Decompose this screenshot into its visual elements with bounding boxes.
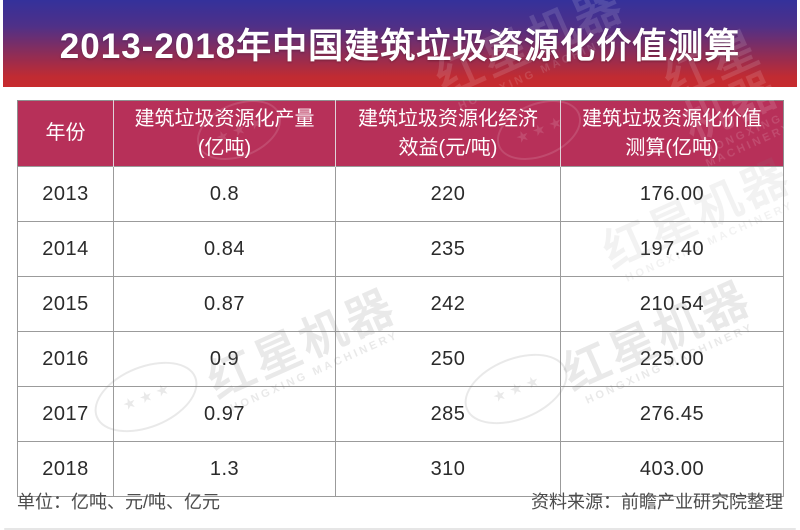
value-cell: 210.54 <box>560 276 784 332</box>
year-cell: 2017 <box>17 386 114 442</box>
table-container: 年份 建筑垃圾资源化产量 (亿吨) 建筑垃圾资源化经济 效益(元/吨) 建筑垃圾… <box>17 100 784 497</box>
value-cell: 403.00 <box>560 441 784 497</box>
value-cell: 276.45 <box>560 386 784 442</box>
table-row: 2016 0.9 250 225.00 <box>17 331 784 387</box>
column-header-year: 年份 <box>17 100 114 167</box>
value-cell: 197.40 <box>560 221 784 277</box>
value-cell: 285 <box>335 386 561 442</box>
table-row: 2014 0.84 235 197.40 <box>17 221 784 277</box>
table-row: 2017 0.97 285 276.45 <box>17 386 784 442</box>
data-table: 年份 建筑垃圾资源化产量 (亿吨) 建筑垃圾资源化经济 效益(元/吨) 建筑垃圾… <box>17 100 784 497</box>
value-cell: 242 <box>335 276 561 332</box>
table-row: 2015 0.87 242 210.54 <box>17 276 784 332</box>
value-cell: 176.00 <box>560 166 784 222</box>
footer: 单位：亿吨、元/吨、亿元 资料来源：前瞻产业研究院整理 <box>17 488 783 514</box>
value-cell: 0.87 <box>113 276 336 332</box>
value-cell: 220 <box>335 166 561 222</box>
value-cell: 0.97 <box>113 386 336 442</box>
table-body: 2013 0.8 220 176.00 2014 0.84 235 197.40 2015 0.8… <box>17 166 784 497</box>
page-title: 2013-2018年中国建筑垃圾资源化价值测算 <box>59 27 741 66</box>
title-banner: 2013-2018年中国建筑垃圾资源化价值测算 红星机器 HONGXING MA… <box>3 0 797 170</box>
value-cell: 0.84 <box>113 221 336 277</box>
value-cell: 250 <box>335 331 561 387</box>
year-cell: 2016 <box>17 331 114 387</box>
value-cell: 235 <box>335 221 561 277</box>
column-header-value: 建筑垃圾资源化价值 测算(亿吨) <box>560 100 784 167</box>
table-header-row: 年份 建筑垃圾资源化产量 (亿吨) 建筑垃圾资源化经济 效益(元/吨) 建筑垃圾… <box>17 100 784 167</box>
year-cell: 2013 <box>17 166 114 222</box>
footer-units: 单位：亿吨、元/吨、亿元 <box>17 492 220 512</box>
footer-source: 资料来源：前瞻产业研究院整理 <box>531 492 783 512</box>
value-cell: 0.9 <box>113 331 336 387</box>
table-row: 2018 1.3 310 403.00 <box>17 441 784 497</box>
value-cell: 0.8 <box>113 166 336 222</box>
bottom-edge-divider <box>4 528 796 530</box>
value-cell: 225.00 <box>560 331 784 387</box>
year-cell: 2014 <box>17 221 114 277</box>
column-header-output: 建筑垃圾资源化产量 (亿吨) <box>113 100 336 167</box>
year-cell: 2018 <box>17 441 114 497</box>
year-cell: 2015 <box>17 276 114 332</box>
column-header-benefit: 建筑垃圾资源化经济 效益(元/吨) <box>335 100 561 167</box>
value-cell: 1.3 <box>113 441 336 497</box>
table-row: 2013 0.8 220 176.00 <box>17 166 784 222</box>
